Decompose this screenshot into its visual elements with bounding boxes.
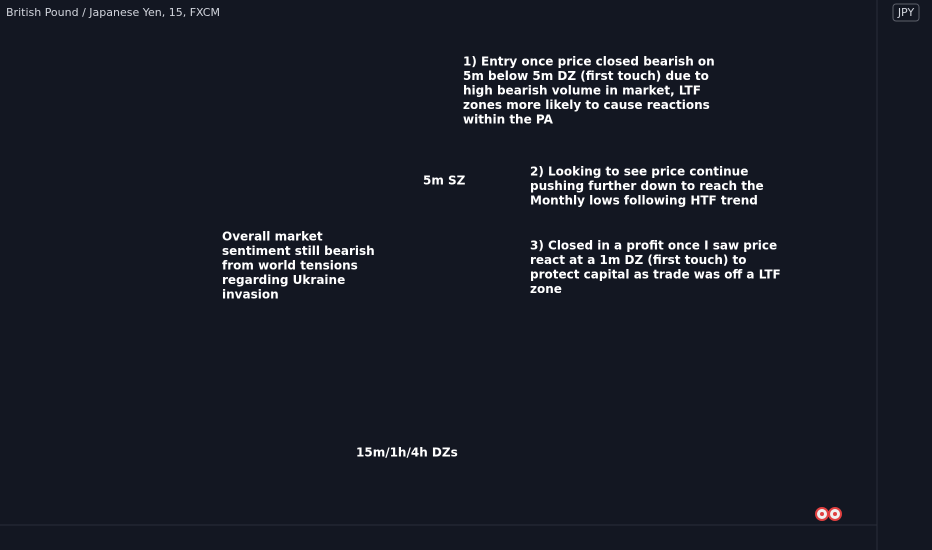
annotation: 1) Entry once price closed bearish on5m … [463,55,715,127]
annotation: 5m SZ [423,174,466,188]
annotation: 3) Closed in a profit once I saw pricere… [530,239,781,297]
icon [820,512,824,516]
annotation-line: 5m below 5m DZ (first touch) due to [463,69,709,83]
annotation-line: within the PA [463,113,554,127]
annotation-line: from world tensions [222,259,358,273]
annotation-line: 15m/1h/4h DZs [356,446,458,460]
annotation-line: 2) Looking to see price continue [530,165,748,179]
annotation-line: zone [530,282,562,296]
chart-title: British Pound / Japanese Yen, 15, FXCM [6,6,220,19]
icon [833,512,837,516]
annotation-line: 5m SZ [423,174,466,188]
annotation-line: react at a 1m DZ (first touch) to [530,253,747,267]
annotation-line: Monthly lows following HTF trend [530,194,758,208]
annotation: 15m/1h/4h DZs [356,446,458,460]
annotation-line: sentiment still bearish [222,244,375,258]
annotation: 2) Looking to see price continuepushing … [530,165,764,208]
annotation-line: pushing further down to reach the [530,179,764,193]
annotation-line: Overall market [222,230,323,244]
annotation-line: high bearish volume in market, LTF [463,84,701,98]
annotation-line: protect capital as trade was off a LTF [530,268,781,282]
annotation-line: 1) Entry once price closed bearish on [463,55,715,69]
currency: JPY [897,6,915,19]
currency-badge [892,3,920,22]
annotation-line: zones more likely to cause reactions [463,98,710,112]
annotation-line: regarding Ukraine [222,273,345,287]
annotation-line: 3) Closed in a profit once I saw price [530,239,777,253]
annotation-line: invasion [222,288,279,302]
